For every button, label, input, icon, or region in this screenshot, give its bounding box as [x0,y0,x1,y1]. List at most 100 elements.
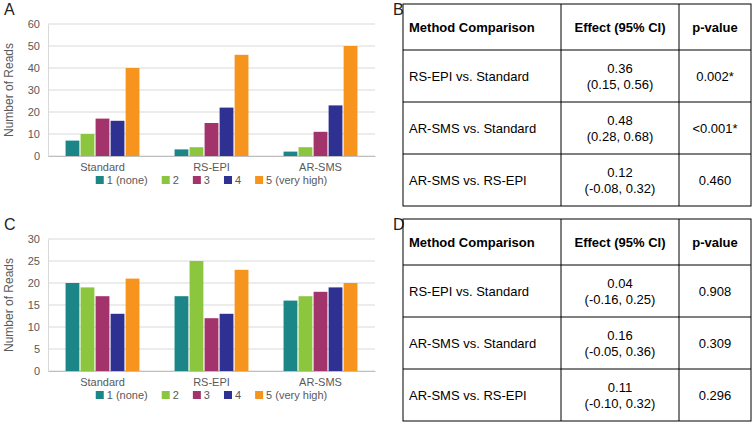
table-cell: 0.460 [699,173,732,188]
bar [96,119,110,156]
tick: 0 [34,150,48,162]
series [126,46,358,156]
bar [299,147,313,156]
legend-item: 4 [224,389,241,401]
table-cell: 0.04 [607,276,632,291]
table-border [403,317,751,318]
legend-swatch [162,391,170,399]
axis-line [49,156,376,157]
bar [111,121,125,156]
table-borders [403,219,751,421]
bar [66,141,80,156]
legend-label: 5 (very high) [266,389,327,401]
legend-item: 1 (none) [96,389,148,401]
bar [235,55,249,156]
bar [329,287,343,371]
axis-line [49,371,376,372]
tick-label: 40 [28,62,40,74]
legend-swatch [96,391,104,399]
bar [190,147,204,156]
table-border [679,219,680,421]
table-cell: AR-SMS vs. Standard [409,121,536,136]
tick-label: 10 [28,128,40,140]
tick: AR-SMS [299,156,342,173]
table-cell: 0.12 [607,165,632,180]
table-cell: 0.908 [699,284,732,299]
table-border [403,102,751,103]
panel-label: C [4,216,16,233]
tick: 10 [28,321,48,333]
legend-swatch [224,176,232,184]
series [81,261,313,371]
bar [314,132,328,156]
legend-swatch [255,176,263,184]
bar [314,292,328,371]
bar [344,46,358,156]
tick: 50 [28,40,48,52]
header-cell: p-value [692,235,738,250]
table-cell: (-0.16, 0.25) [585,292,656,307]
tick-label: 15 [28,299,40,311]
tick-label: 5 [34,343,40,355]
table-cell: AR-SMS vs. Standard [409,336,536,351]
table-header: Method ComparisonEffect (95% CI)p-value [409,20,738,35]
header-cell: p-value [692,20,738,35]
table-borders [403,4,751,206]
series [111,105,343,156]
table-cell: (-0.10, 0.32) [585,396,656,411]
legend-label: 3 [204,174,210,186]
table-border [403,369,751,370]
figure: A0102030405060StandardRS-EPIAR-SMSNumber… [0,0,754,425]
legend-item: 4 [224,174,241,186]
tick: Standard [80,156,125,173]
panel: B Method ComparisonEffect (95% CI)p-value… [393,1,751,206]
table-cell: AR-SMS vs. RS-EPI [409,388,527,403]
table-border [679,4,680,206]
header-cell: Method Comparison [409,20,535,35]
panel-label: B [393,1,404,18]
table-cell: <0.001* [692,121,737,136]
bar [81,134,95,156]
bar [81,287,95,371]
legend-label: 5 (very high) [266,174,327,186]
table-border [403,50,751,51]
legend-item: 3 [193,389,210,401]
tick-label: AR-SMS [299,161,342,173]
table-row: AR-SMS vs. Standard0.48(0.28, 0.68)<0.00… [409,113,738,144]
table-cell: (-0.08, 0.32) [585,181,656,196]
x-axis: Standard RS-EPI AR-SMS [49,371,376,388]
tick-label: 25 [28,255,40,267]
table-cell: AR-SMS vs. RS-EPI [409,173,527,188]
x-axis: Standard RS-EPI AR-SMS [49,156,376,173]
tick-label: RS-EPI [193,376,230,388]
grid-line [48,112,375,113]
tick-label: 60 [28,18,40,30]
axis-line [48,25,49,157]
table-row: AR-SMS vs. Standard0.16(-0.05, 0.36)0.30… [409,328,731,359]
table-row: RS-EPI vs. Standard0.04(-0.16, 0.25)0.90… [409,276,731,307]
axis-title: Number of Reads [2,43,16,137]
bars [66,46,358,156]
legend: 1 (none)2345 (very high) [96,174,328,186]
tick-label: 0 [34,365,40,377]
legend-swatch [162,176,170,184]
table-border [403,4,751,206]
bar [235,270,249,371]
tick: 15 [28,299,48,311]
table-cell: 0.36 [607,61,632,76]
legend-swatch [96,176,104,184]
tick: Standard [80,371,125,388]
tick-label: RS-EPI [193,161,230,173]
legend-label: 1 (none) [107,389,148,401]
y-axis: 051015202530 [28,233,49,377]
table-row: RS-EPI vs. Standard0.36(0.15, 0.56)0.002… [409,61,734,92]
table-cell: 0.16 [607,328,632,343]
tick: 40 [28,62,48,74]
table-cell: (0.28, 0.68) [587,129,654,144]
bar [220,314,234,371]
legend: 1 (none)2345 (very high) [96,389,328,401]
tick: AR-SMS [299,371,342,388]
legend-label: 4 [235,174,241,186]
legend-label: 2 [173,174,179,186]
bar [329,105,343,156]
